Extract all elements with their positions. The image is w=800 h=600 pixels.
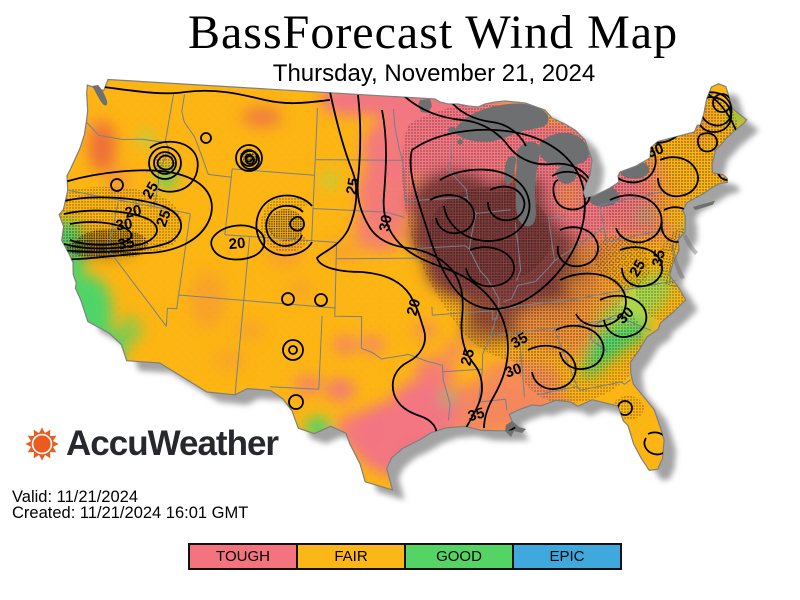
svg-text:35: 35 [466, 404, 487, 425]
svg-text:20: 20 [123, 202, 143, 222]
svg-text:25: 25 [343, 176, 363, 195]
svg-text:30: 30 [376, 213, 396, 232]
svg-text:35: 35 [117, 234, 136, 253]
svg-text:25: 25 [139, 179, 162, 202]
svg-text:20: 20 [228, 235, 246, 253]
svg-text:35: 35 [649, 248, 669, 267]
svg-text:30: 30 [503, 360, 524, 382]
svg-text:25: 25 [626, 257, 649, 280]
svg-text:20: 20 [403, 297, 424, 318]
svg-text:25: 25 [457, 347, 478, 368]
svg-text:30: 30 [115, 215, 134, 234]
svg-text:35: 35 [508, 329, 531, 352]
svg-text:25: 25 [153, 208, 175, 229]
